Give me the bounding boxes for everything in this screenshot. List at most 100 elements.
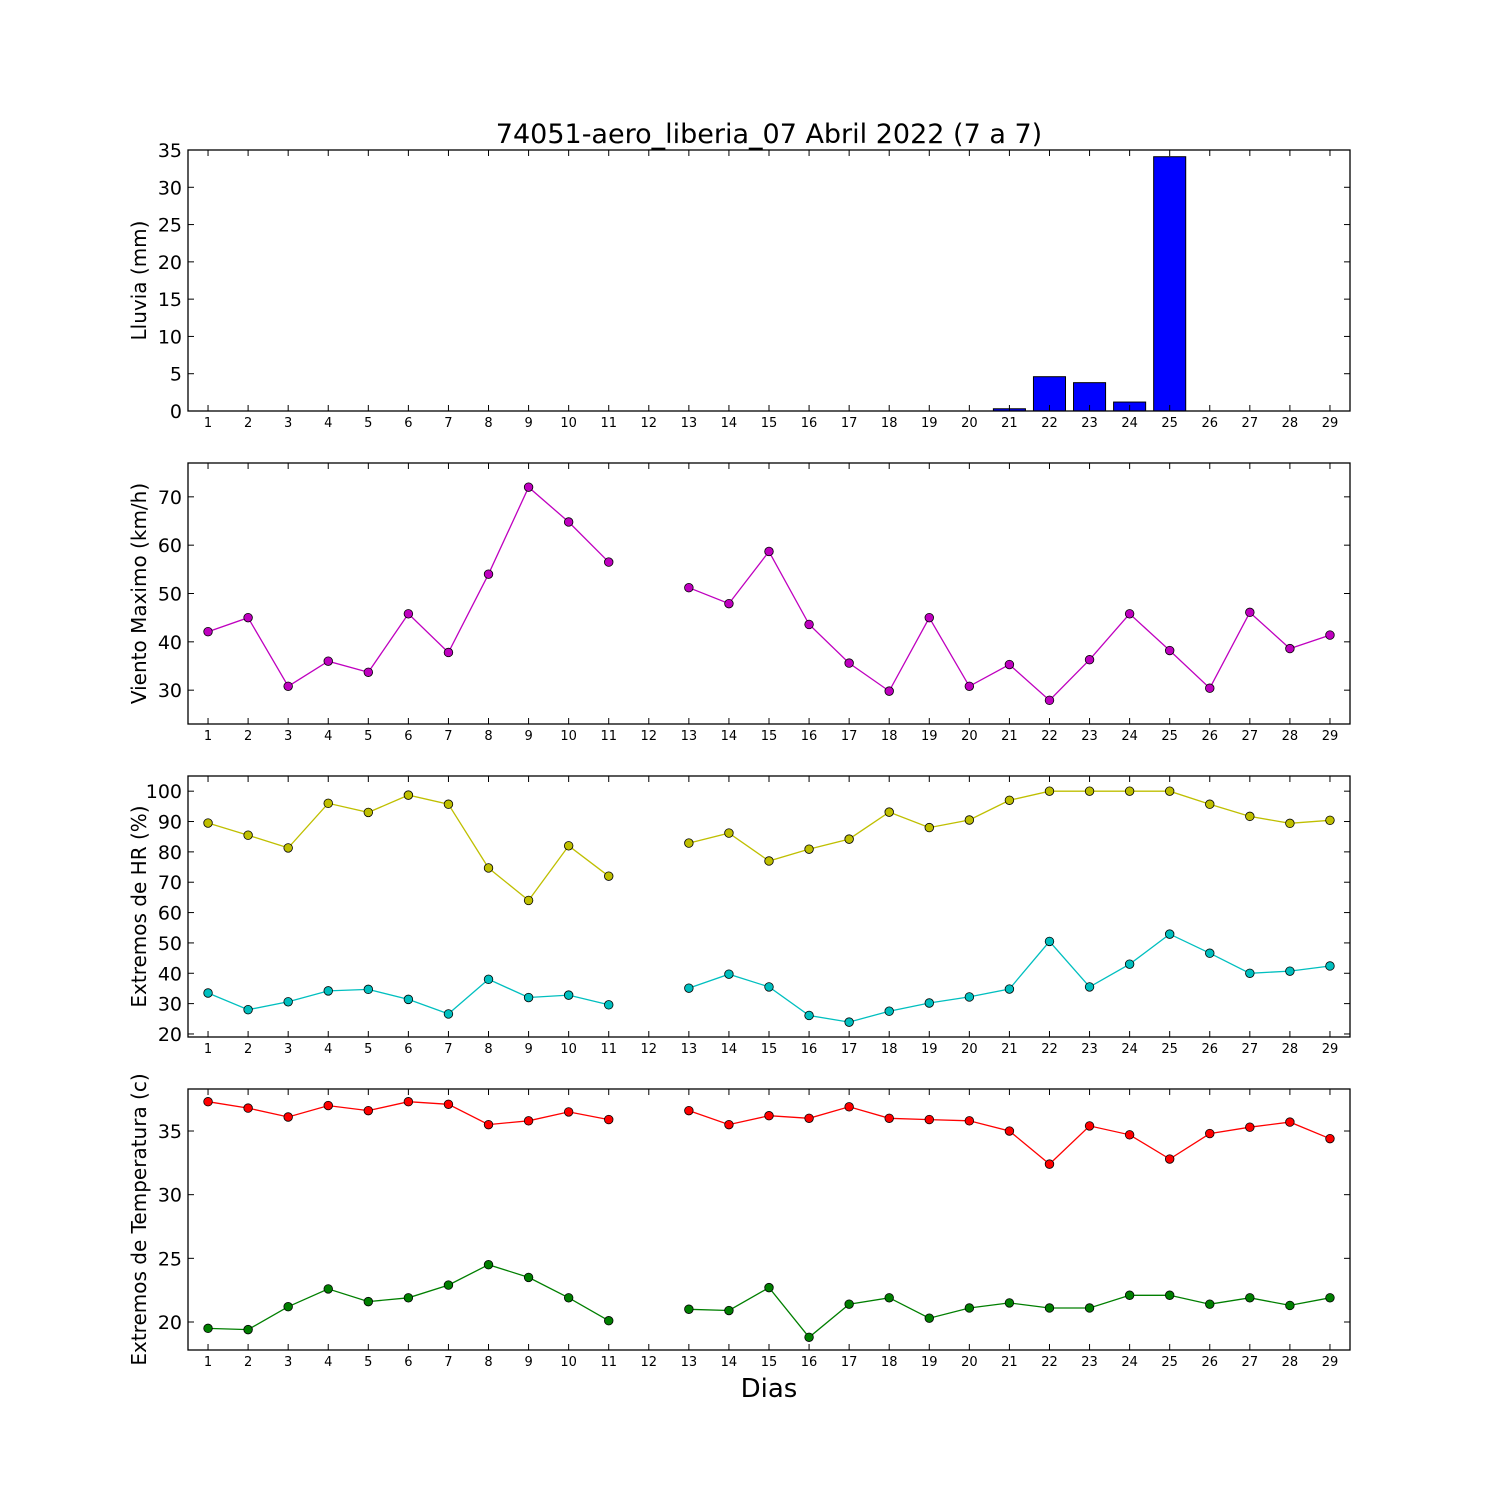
humedad-series-1-point-day-1 bbox=[203, 818, 213, 828]
temperatura-series-1-point-day-20 bbox=[964, 1116, 975, 1126]
temperatura-xtick-label: 13 bbox=[681, 1355, 698, 1370]
viento-ytick-label: 60 bbox=[158, 535, 182, 557]
temperatura-series-1-point-day-8 bbox=[483, 1119, 494, 1130]
temperatura-series-1-point-day-14 bbox=[724, 1119, 734, 1130]
viento-ytick-label: 70 bbox=[158, 487, 182, 509]
temperatura-series-2-point-day-27 bbox=[1245, 1293, 1255, 1303]
temperatura-series-2-point-day-8 bbox=[483, 1259, 494, 1270]
viento-xtick-label: 19 bbox=[921, 729, 938, 744]
lluvia-ytick-label: 30 bbox=[158, 177, 182, 199]
humedad-series-2-point-day-14 bbox=[724, 969, 734, 979]
temperatura-xtick-label: 1 bbox=[204, 1355, 212, 1370]
viento-ytick-label: 50 bbox=[158, 584, 182, 606]
viento-series-1-point-day-16 bbox=[804, 619, 814, 630]
temperatura-series-1-point-day-13 bbox=[684, 1105, 694, 1116]
lluvia-xtick-label: 24 bbox=[1121, 416, 1138, 431]
temperatura-xtick-label: 26 bbox=[1201, 1355, 1218, 1370]
viento-ytick-label: 30 bbox=[158, 680, 182, 702]
humedad-xtick-label: 4 bbox=[324, 1042, 332, 1057]
humedad-xtick-label: 25 bbox=[1161, 1042, 1178, 1057]
humedad-xtick-label: 20 bbox=[961, 1042, 978, 1057]
lluvia-xtick-label: 3 bbox=[284, 416, 292, 431]
lluvia-ytick-label: 20 bbox=[158, 252, 182, 274]
temperatura-series-2-point-day-20 bbox=[964, 1303, 975, 1313]
temperatura-xtick-label: 14 bbox=[721, 1355, 738, 1370]
humedad-series-2-point-day-5 bbox=[363, 984, 374, 995]
viento-xtick-label: 26 bbox=[1201, 729, 1218, 744]
humedad-xtick-label: 19 bbox=[921, 1042, 938, 1057]
viento-series-1-point-day-25 bbox=[1164, 645, 1175, 656]
humedad-ytick-label: 40 bbox=[158, 963, 182, 985]
temperatura-series-2-point-day-6 bbox=[403, 1293, 414, 1303]
humedad-series-2-point-day-23 bbox=[1084, 982, 1095, 992]
lluvia-ytick-label: 35 bbox=[158, 140, 182, 162]
humedad-series-2-point-day-6 bbox=[403, 994, 414, 1005]
temperatura-series-2-point-day-2 bbox=[243, 1324, 253, 1335]
temperatura-xtick-label: 11 bbox=[600, 1355, 617, 1370]
humedad-series-2-point-day-24 bbox=[1124, 959, 1135, 969]
humedad-series-2-point-day-10 bbox=[563, 990, 574, 1000]
lluvia-xtick-label: 18 bbox=[881, 416, 898, 431]
humedad-ytick-label: 70 bbox=[158, 872, 182, 894]
bar-day-25 bbox=[1153, 156, 1187, 412]
temperatura-xtick-label: 28 bbox=[1282, 1355, 1299, 1370]
lluvia-xtick-label: 19 bbox=[921, 416, 938, 431]
humedad-xtick-label: 1 bbox=[204, 1042, 212, 1057]
humedad-series-1-point-day-17 bbox=[844, 834, 854, 844]
temperatura-series-2-point-day-3 bbox=[283, 1302, 293, 1312]
viento-series-1-point-day-3 bbox=[283, 681, 293, 692]
humedad-xtick-label: 8 bbox=[484, 1042, 492, 1057]
humedad-series-1-point-day-5 bbox=[363, 807, 374, 818]
viento-xtick-label: 18 bbox=[881, 729, 898, 744]
viento-xtick-label: 9 bbox=[524, 729, 532, 744]
lluvia-xtick-label: 21 bbox=[1001, 416, 1018, 431]
humedad-series-2-point-day-1 bbox=[203, 988, 213, 998]
viento-xtick-label: 2 bbox=[244, 729, 252, 744]
lluvia-xtick-label: 17 bbox=[841, 416, 858, 431]
humedad-xtick-label: 6 bbox=[404, 1042, 412, 1057]
viento-series-1-point-day-20 bbox=[964, 681, 975, 692]
temperatura-xtick-label: 27 bbox=[1242, 1355, 1259, 1370]
humedad-series-1-point-day-4 bbox=[323, 798, 333, 809]
humedad-series-2-point-day-17 bbox=[844, 1017, 854, 1027]
viento-xtick-label: 21 bbox=[1001, 729, 1018, 744]
temperatura-xtick-label: 2 bbox=[244, 1355, 252, 1370]
humedad-xtick-label: 27 bbox=[1242, 1042, 1259, 1057]
viento-series-1-point-day-8 bbox=[483, 569, 494, 579]
humedad-ytick-label: 60 bbox=[158, 903, 182, 925]
lluvia-xtick-label: 25 bbox=[1161, 416, 1178, 431]
humedad-xtick-label: 16 bbox=[801, 1042, 818, 1057]
viento-xtick-label: 29 bbox=[1322, 729, 1339, 744]
temperatura-series-1-point-day-4 bbox=[323, 1100, 333, 1111]
humedad-xtick-label: 26 bbox=[1201, 1042, 1218, 1057]
lluvia-xtick-label: 29 bbox=[1322, 416, 1339, 431]
lluvia-ytick-label: 5 bbox=[170, 364, 182, 386]
humedad-series-2-point-day-9 bbox=[523, 992, 534, 1003]
lluvia-xtick-label: 5 bbox=[364, 416, 372, 431]
viento-xtick-label: 28 bbox=[1282, 729, 1299, 744]
humedad-series-1-point-day-11 bbox=[604, 871, 614, 881]
viento-series-1-point-day-19 bbox=[924, 612, 934, 623]
humedad-series-2-point-day-13 bbox=[684, 983, 694, 993]
temperatura-xtick-label: 8 bbox=[484, 1355, 492, 1370]
humedad-series-1-point-day-8 bbox=[483, 863, 494, 873]
viento-series-1-point-day-24 bbox=[1124, 609, 1135, 619]
humedad-series-1-point-day-24 bbox=[1124, 786, 1135, 796]
lluvia-xtick-label: 20 bbox=[961, 416, 978, 431]
humedad-xtick-label: 3 bbox=[284, 1042, 292, 1057]
temperatura-xtick-label: 3 bbox=[284, 1355, 292, 1370]
temperatura-series-2-point-day-24 bbox=[1124, 1290, 1135, 1300]
viento-series-1-point-day-21 bbox=[1004, 659, 1015, 670]
viento-xtick-label: 27 bbox=[1242, 729, 1259, 744]
humedad-series-1-point-day-10 bbox=[563, 841, 574, 851]
temperatura-series-1-point-day-16 bbox=[804, 1113, 814, 1123]
humedad-series-2-point-day-20 bbox=[964, 992, 975, 1002]
viento-series-1-point-day-1 bbox=[203, 626, 213, 637]
lluvia-xtick-label: 7 bbox=[444, 416, 452, 431]
humedad-series-2-point-day-22 bbox=[1044, 936, 1055, 947]
temperatura-series-2-point-day-7 bbox=[443, 1280, 454, 1290]
humedad-series-1-point-day-23 bbox=[1084, 786, 1095, 796]
temperatura-xtick-label: 22 bbox=[1041, 1355, 1058, 1370]
